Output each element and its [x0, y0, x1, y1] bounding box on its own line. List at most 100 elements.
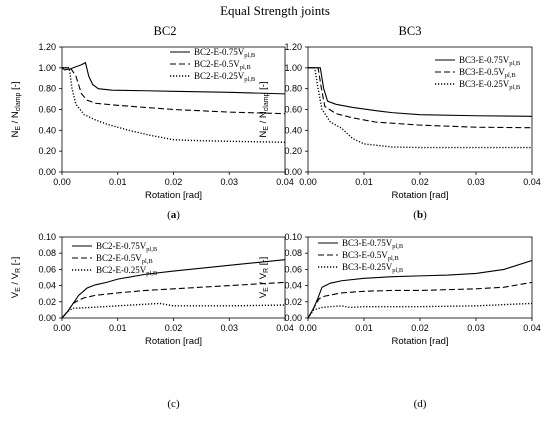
- x-tick-label: 0.00: [53, 177, 71, 187]
- y-label-part: / V: [258, 272, 269, 287]
- x-axis-label: Rotation [rad]: [391, 336, 448, 347]
- series-line-3: [307, 302, 533, 319]
- x-tick-label: 0.02: [411, 323, 429, 333]
- legend-entry: BC3-E-0.5Vpl,B: [459, 67, 516, 79]
- series-line-2: [61, 281, 286, 319]
- y-label-part: V: [10, 291, 21, 298]
- legend-entry: BC2-E-0.25Vpl,B: [96, 265, 158, 277]
- series-line-2: [308, 67, 533, 129]
- column-title-bc2: BC2: [154, 24, 177, 38]
- legend-entry-name: BC2-E-0.5V: [194, 59, 240, 69]
- series-line-1: [308, 67, 533, 117]
- legend-entry-name: BC2-E-0.25V: [96, 265, 147, 275]
- y-label-part: V: [258, 291, 269, 298]
- legend: BC2-E-0.75Vpl,BBC2-E-0.5Vpl,BBC2-E-0.25V…: [170, 47, 256, 83]
- panel-label-letter: b: [417, 209, 423, 221]
- panel-label-paren: (: [414, 398, 418, 410]
- y-tick-label: 0.40: [284, 125, 302, 135]
- y-label-subscript: R: [263, 268, 270, 273]
- y-tick-label: 0.02: [38, 297, 56, 307]
- y-tick-label: 0.80: [284, 84, 302, 94]
- legend: BC3-E-0.75Vpl,BBC3-E-0.5Vpl,BBC3-E-0.25V…: [435, 55, 521, 91]
- y-tick-label: 0.04: [284, 281, 302, 291]
- panel-label: (c): [167, 398, 180, 410]
- legend-entry-subscript: pl,B: [388, 255, 400, 262]
- y-tick-label: 0.06: [284, 264, 302, 274]
- series-line-1: [307, 259, 533, 319]
- legend-entry-subscript: pl,B: [505, 72, 517, 79]
- legend-entry-name: BC3-E-0.5V: [459, 67, 505, 77]
- x-tick-label: 0.01: [355, 323, 373, 333]
- x-tick-label: 0.03: [467, 323, 485, 333]
- series-line-2: [62, 67, 286, 115]
- x-tick-label: 0.04: [523, 177, 541, 187]
- y-tick-label: 0.00: [284, 313, 302, 323]
- legend-entry-subscript: pl,B: [244, 52, 256, 59]
- x-axis-label: Rotation [rad]: [391, 190, 448, 201]
- x-tick-label: 0.02: [165, 323, 183, 333]
- legend-entry: BC2-E-0.75Vpl,B: [96, 241, 158, 253]
- y-label-part: [-]: [258, 81, 269, 92]
- y-label-part: N: [10, 131, 21, 138]
- y-axis-label: VE / VR [-]: [258, 257, 270, 298]
- y-label-part: [-]: [258, 257, 269, 268]
- y-tick-label: 1.00: [38, 63, 56, 73]
- x-tick-label: 0.03: [467, 177, 485, 187]
- y-tick-label: 0.20: [38, 146, 56, 156]
- x-tick-label: 0.00: [299, 177, 317, 187]
- legend-entry-subscript: pl,B: [142, 258, 154, 265]
- legend-entry: BC2-E-0.5Vpl,B: [194, 59, 251, 71]
- x-tick-label: 0.02: [411, 177, 429, 187]
- chart-panel-a: 0.00 0.01 0.02 0.03 0.04 0.00 0.20 0.40 0.60 0.80…: [10, 42, 294, 221]
- legend-entry-name: BC2-E-0.25V: [194, 71, 245, 81]
- y-label-part: N: [258, 131, 269, 138]
- x-tick-label: 0.04: [276, 177, 294, 187]
- panel-label: (a): [167, 209, 180, 221]
- x-tick-label: 0.04: [523, 323, 541, 333]
- legend-entry-subscript: pl,B: [146, 246, 158, 253]
- y-label-part: / N: [10, 111, 21, 126]
- legend-entry-name: BC3-E-0.5V: [342, 250, 388, 260]
- plot-frame: [61, 46, 286, 173]
- chart-panel-d: 0.00 0.01 0.02 0.03 0.040.000.020.040.060.08…: [258, 232, 541, 410]
- panel-label-paren: ): [423, 398, 427, 410]
- legend-entry: BC3-E-0.75Vpl,B: [459, 55, 521, 67]
- legend-entry-name: BC3-E-0.25V: [459, 79, 510, 89]
- legend-entry: BC3-E-0.25Vpl,B: [342, 262, 404, 274]
- legend: BC2-E-0.75Vpl,BBC2-E-0.5Vpl,BBC2-E-0.25V…: [72, 241, 158, 277]
- legend-entry-name: BC3-E-0.75V: [342, 238, 393, 248]
- legend-entry: BC3-E-0.5Vpl,B: [342, 250, 399, 262]
- panel-label-letter: d: [417, 398, 423, 410]
- x-tick-label: 0.04: [276, 323, 294, 333]
- legend-entry-name: BC2-E-0.75V: [194, 47, 245, 57]
- y-tick-label: 0.20: [284, 146, 302, 156]
- y-label-part: [-]: [10, 257, 21, 268]
- x-tick-label: 0.00: [53, 323, 71, 333]
- x-tick-label: 0.00: [299, 323, 317, 333]
- y-tick-label: 0.80: [38, 84, 56, 94]
- y-tick-label: 0.00: [284, 167, 302, 177]
- x-tick-label: 0.01: [109, 323, 127, 333]
- legend-entry: BC3-E-0.75Vpl,B: [342, 238, 404, 250]
- series-line-3: [61, 302, 286, 319]
- legend-entry-name: BC2-E-0.5V: [96, 253, 142, 263]
- y-axis-label: NE / Nclamp [-]: [10, 81, 22, 137]
- y-tick-label: 0.00: [38, 313, 56, 323]
- y-label-part: / V: [10, 272, 21, 287]
- x-tick-label: 0.03: [220, 177, 238, 187]
- x-tick-label: 0.01: [109, 177, 127, 187]
- panel-label-paren: ): [176, 209, 180, 221]
- y-tick-label: 0.60: [284, 105, 302, 115]
- series-line-2: [307, 281, 533, 319]
- y-tick-label: 1.20: [284, 42, 302, 52]
- x-tick-label: 0.03: [220, 323, 238, 333]
- panel-label: (d): [414, 398, 427, 410]
- figure-title: Equal Strength joints: [220, 3, 330, 18]
- legend-entry-subscript: pl,B: [509, 84, 521, 91]
- legend-entry-subscript: pl,B: [392, 243, 404, 250]
- series-line-1: [61, 259, 286, 319]
- plot-frame: [307, 46, 533, 173]
- x-axis-label: Rotation [rad]: [145, 190, 202, 201]
- y-label-subscript: clamp: [263, 92, 270, 111]
